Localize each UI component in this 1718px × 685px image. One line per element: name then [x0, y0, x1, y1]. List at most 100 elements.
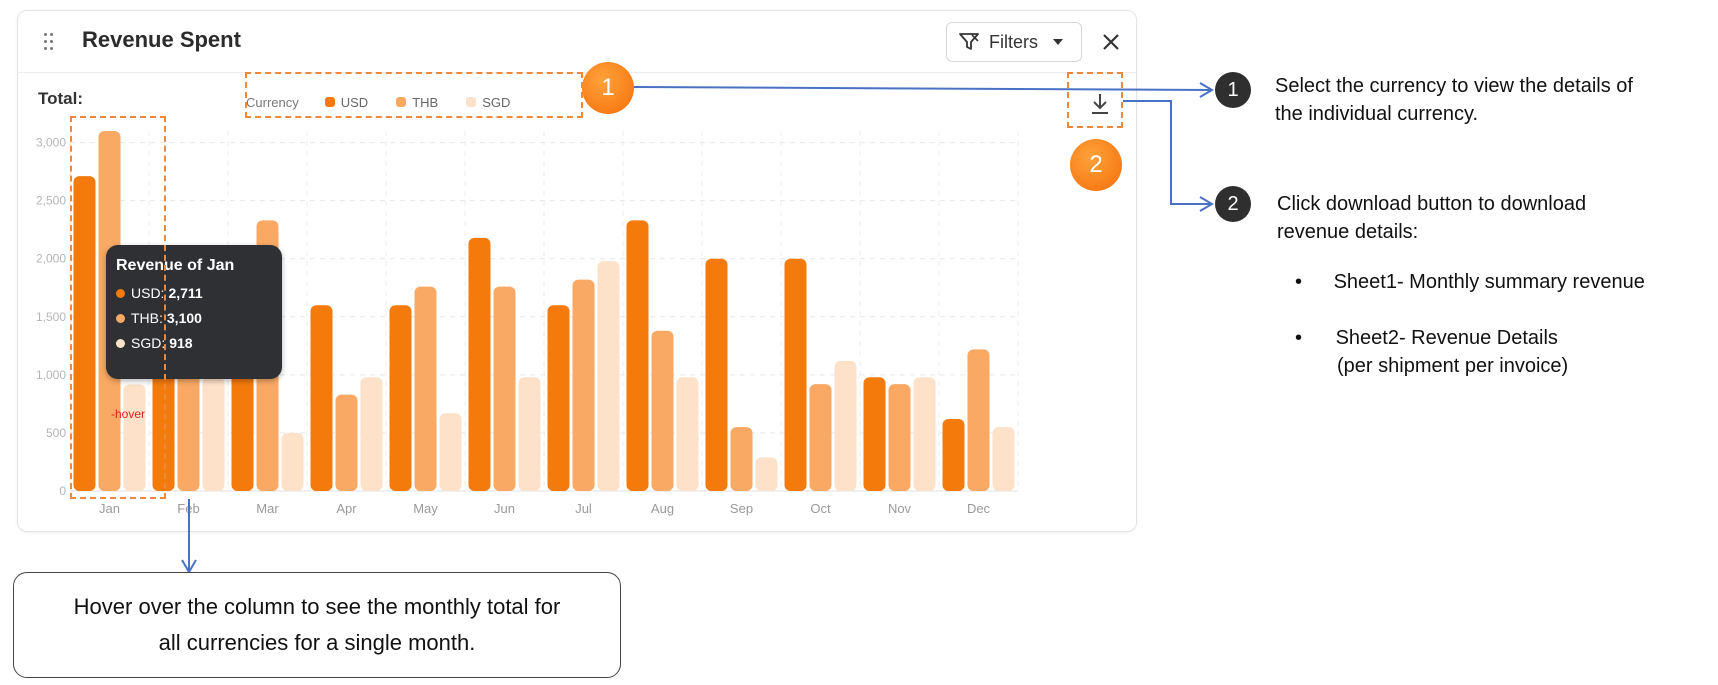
widget-title: Revenue Spent [82, 27, 241, 52]
drag-handle-icon[interactable] [42, 31, 56, 53]
x-tick-label: Mar [256, 501, 279, 516]
tooltip-value: 918 [169, 335, 193, 351]
legend-item-usd[interactable]: USD [324, 94, 369, 110]
x-tick-label: Nov [888, 501, 912, 516]
bar-usd-apr[interactable] [310, 305, 333, 491]
filters-label: Filters [989, 31, 1038, 52]
step-1-badge: 1 [582, 62, 634, 114]
revenue-bar-chart: 0 500 1,000 1,500 2,000 2,500 3,000 Jan Feb Mar Ap… [36, 131, 1019, 516]
sheet2-subtext: (per shipment per invoice) [1337, 355, 1569, 377]
bar-usd-sep[interactable] [705, 258, 728, 491]
bar-sgd-oct[interactable] [834, 360, 857, 491]
filters-button[interactable]: Filters [946, 22, 1082, 62]
tooltip-label: THB: [131, 310, 163, 326]
currency-legend: Currency USD THB SGD [246, 87, 538, 117]
step-1-text-line: the individual currency. [1275, 103, 1479, 125]
bar-usd-dec[interactable] [942, 419, 965, 491]
jan-column-highlight-box [70, 116, 166, 499]
bar-usd-jun[interactable] [468, 237, 491, 491]
tooltip-value: 3,100 [166, 310, 202, 326]
y-tick-label: 500 [46, 426, 66, 440]
bar-usd-nov[interactable] [863, 377, 886, 491]
hover-tooltip: Revenue of Jan USD: 2,711 THB: 3,100 SGD… [106, 245, 282, 379]
bar-thb-nov[interactable] [888, 384, 911, 491]
tooltip-swatch [116, 313, 125, 323]
step-1-marker: 1 [1215, 72, 1251, 108]
tooltip-row-usd: USD: 2,711 [116, 285, 272, 301]
bar-sgd-dec[interactable] [992, 427, 1015, 491]
step-1-text-line: Select the currency to view the details … [1275, 75, 1633, 97]
step-2-marker: 2 [1215, 186, 1251, 222]
legend-highlight-box [245, 72, 583, 118]
bullet-glyph: • [1295, 327, 1303, 349]
bar-sgd-jul[interactable] [597, 261, 620, 491]
close-icon[interactable] [1100, 31, 1122, 53]
tooltip-swatch [116, 288, 125, 298]
bar-thb-sep[interactable] [730, 427, 753, 491]
bar-thb-dec[interactable] [967, 349, 990, 491]
hover-instruction-box: Hover over the column to see the monthly… [13, 572, 621, 678]
step-2-text-line: Click download button to download [1277, 193, 1587, 215]
y-tick-label: 2,500 [36, 194, 66, 208]
y-tick-label: 0 [59, 484, 66, 498]
legend-item-sgd[interactable]: SGD [466, 95, 510, 110]
step-2-text-line: revenue details: [1277, 221, 1419, 243]
bar-thb-oct[interactable] [809, 384, 832, 491]
filter-icon [959, 33, 979, 50]
y-tick-label: 2,000 [36, 252, 66, 266]
download-icon[interactable] [1085, 89, 1115, 119]
legend-swatch [466, 97, 477, 107]
bar-sgd-feb[interactable] [202, 377, 225, 491]
bar-sgd-sep[interactable] [755, 457, 778, 491]
bar-thb-aug[interactable] [651, 330, 674, 491]
bar-thb-jul[interactable] [572, 279, 595, 491]
tooltip-label: USD: [131, 285, 165, 301]
x-tick-label: Sep [730, 501, 753, 516]
x-tick-label: Jun [494, 501, 515, 516]
bar-thb-jun[interactable] [493, 286, 516, 491]
hover-instruction-line: all currencies for a single month. [158, 630, 476, 655]
download-highlight-box [1067, 72, 1123, 128]
legend-label: SGD [482, 94, 511, 110]
hover-instruction-line: Hover over the column to see the monthly… [73, 594, 561, 619]
x-tick-label: Apr [336, 501, 357, 516]
hover-note: -hover [111, 407, 146, 421]
sheet2-text: Sheet2- Revenue Details [1335, 327, 1558, 349]
tooltip-value: 2,711 [168, 285, 203, 301]
bar-sgd-mar[interactable] [281, 432, 304, 491]
bar-sgd-apr[interactable] [360, 377, 383, 491]
revenue-widget: Revenue Spent Filters Total: Currency US… [17, 10, 1137, 532]
x-tick-label: Oct [810, 501, 831, 516]
tooltip-row-sgd: SGD: 918 [116, 335, 272, 351]
bar-thb-may[interactable] [414, 286, 437, 491]
bar-sgd-jun[interactable] [518, 377, 541, 491]
x-tick-label: Feb [177, 501, 199, 516]
total-label: Total: [38, 89, 84, 108]
tooltip-row-thb: THB: 3,100 [116, 310, 272, 326]
bar-usd-aug[interactable] [626, 220, 649, 491]
bar-sgd-jan[interactable] [123, 384, 146, 491]
bar-sgd-nov[interactable] [913, 377, 936, 491]
legend-swatch [396, 97, 407, 107]
bar-sgd-may[interactable] [439, 413, 462, 491]
bar-sgd-aug[interactable] [676, 377, 699, 491]
step-2-text: Click download button to download revenu… [1277, 190, 1586, 246]
tooltip-title: Revenue of Jan [116, 257, 235, 274]
y-tick-label: 3,000 [36, 136, 66, 150]
bar-thb-apr[interactable] [335, 394, 358, 491]
bar-usd-jan[interactable] [73, 176, 96, 491]
x-tick-label: Jul [575, 501, 592, 516]
legend-label: THB [412, 94, 439, 110]
bar-thb-feb[interactable] [177, 369, 200, 491]
tooltip-label: SGD: [131, 335, 166, 351]
y-tick-label: 1,500 [36, 310, 66, 324]
bullet-sheet2: • Sheet2- Revenue Details [1295, 324, 1558, 352]
bar-usd-may[interactable] [389, 305, 412, 491]
legend-item-thb[interactable]: THB [396, 95, 438, 110]
x-tick-label: Dec [967, 501, 991, 516]
x-tick-label: Aug [651, 501, 674, 516]
bar-usd-jul[interactable] [547, 305, 570, 491]
bar-usd-oct[interactable] [784, 258, 807, 491]
step-1-text: Select the currency to view the details … [1275, 72, 1633, 128]
legend-label: USD [340, 94, 369, 110]
